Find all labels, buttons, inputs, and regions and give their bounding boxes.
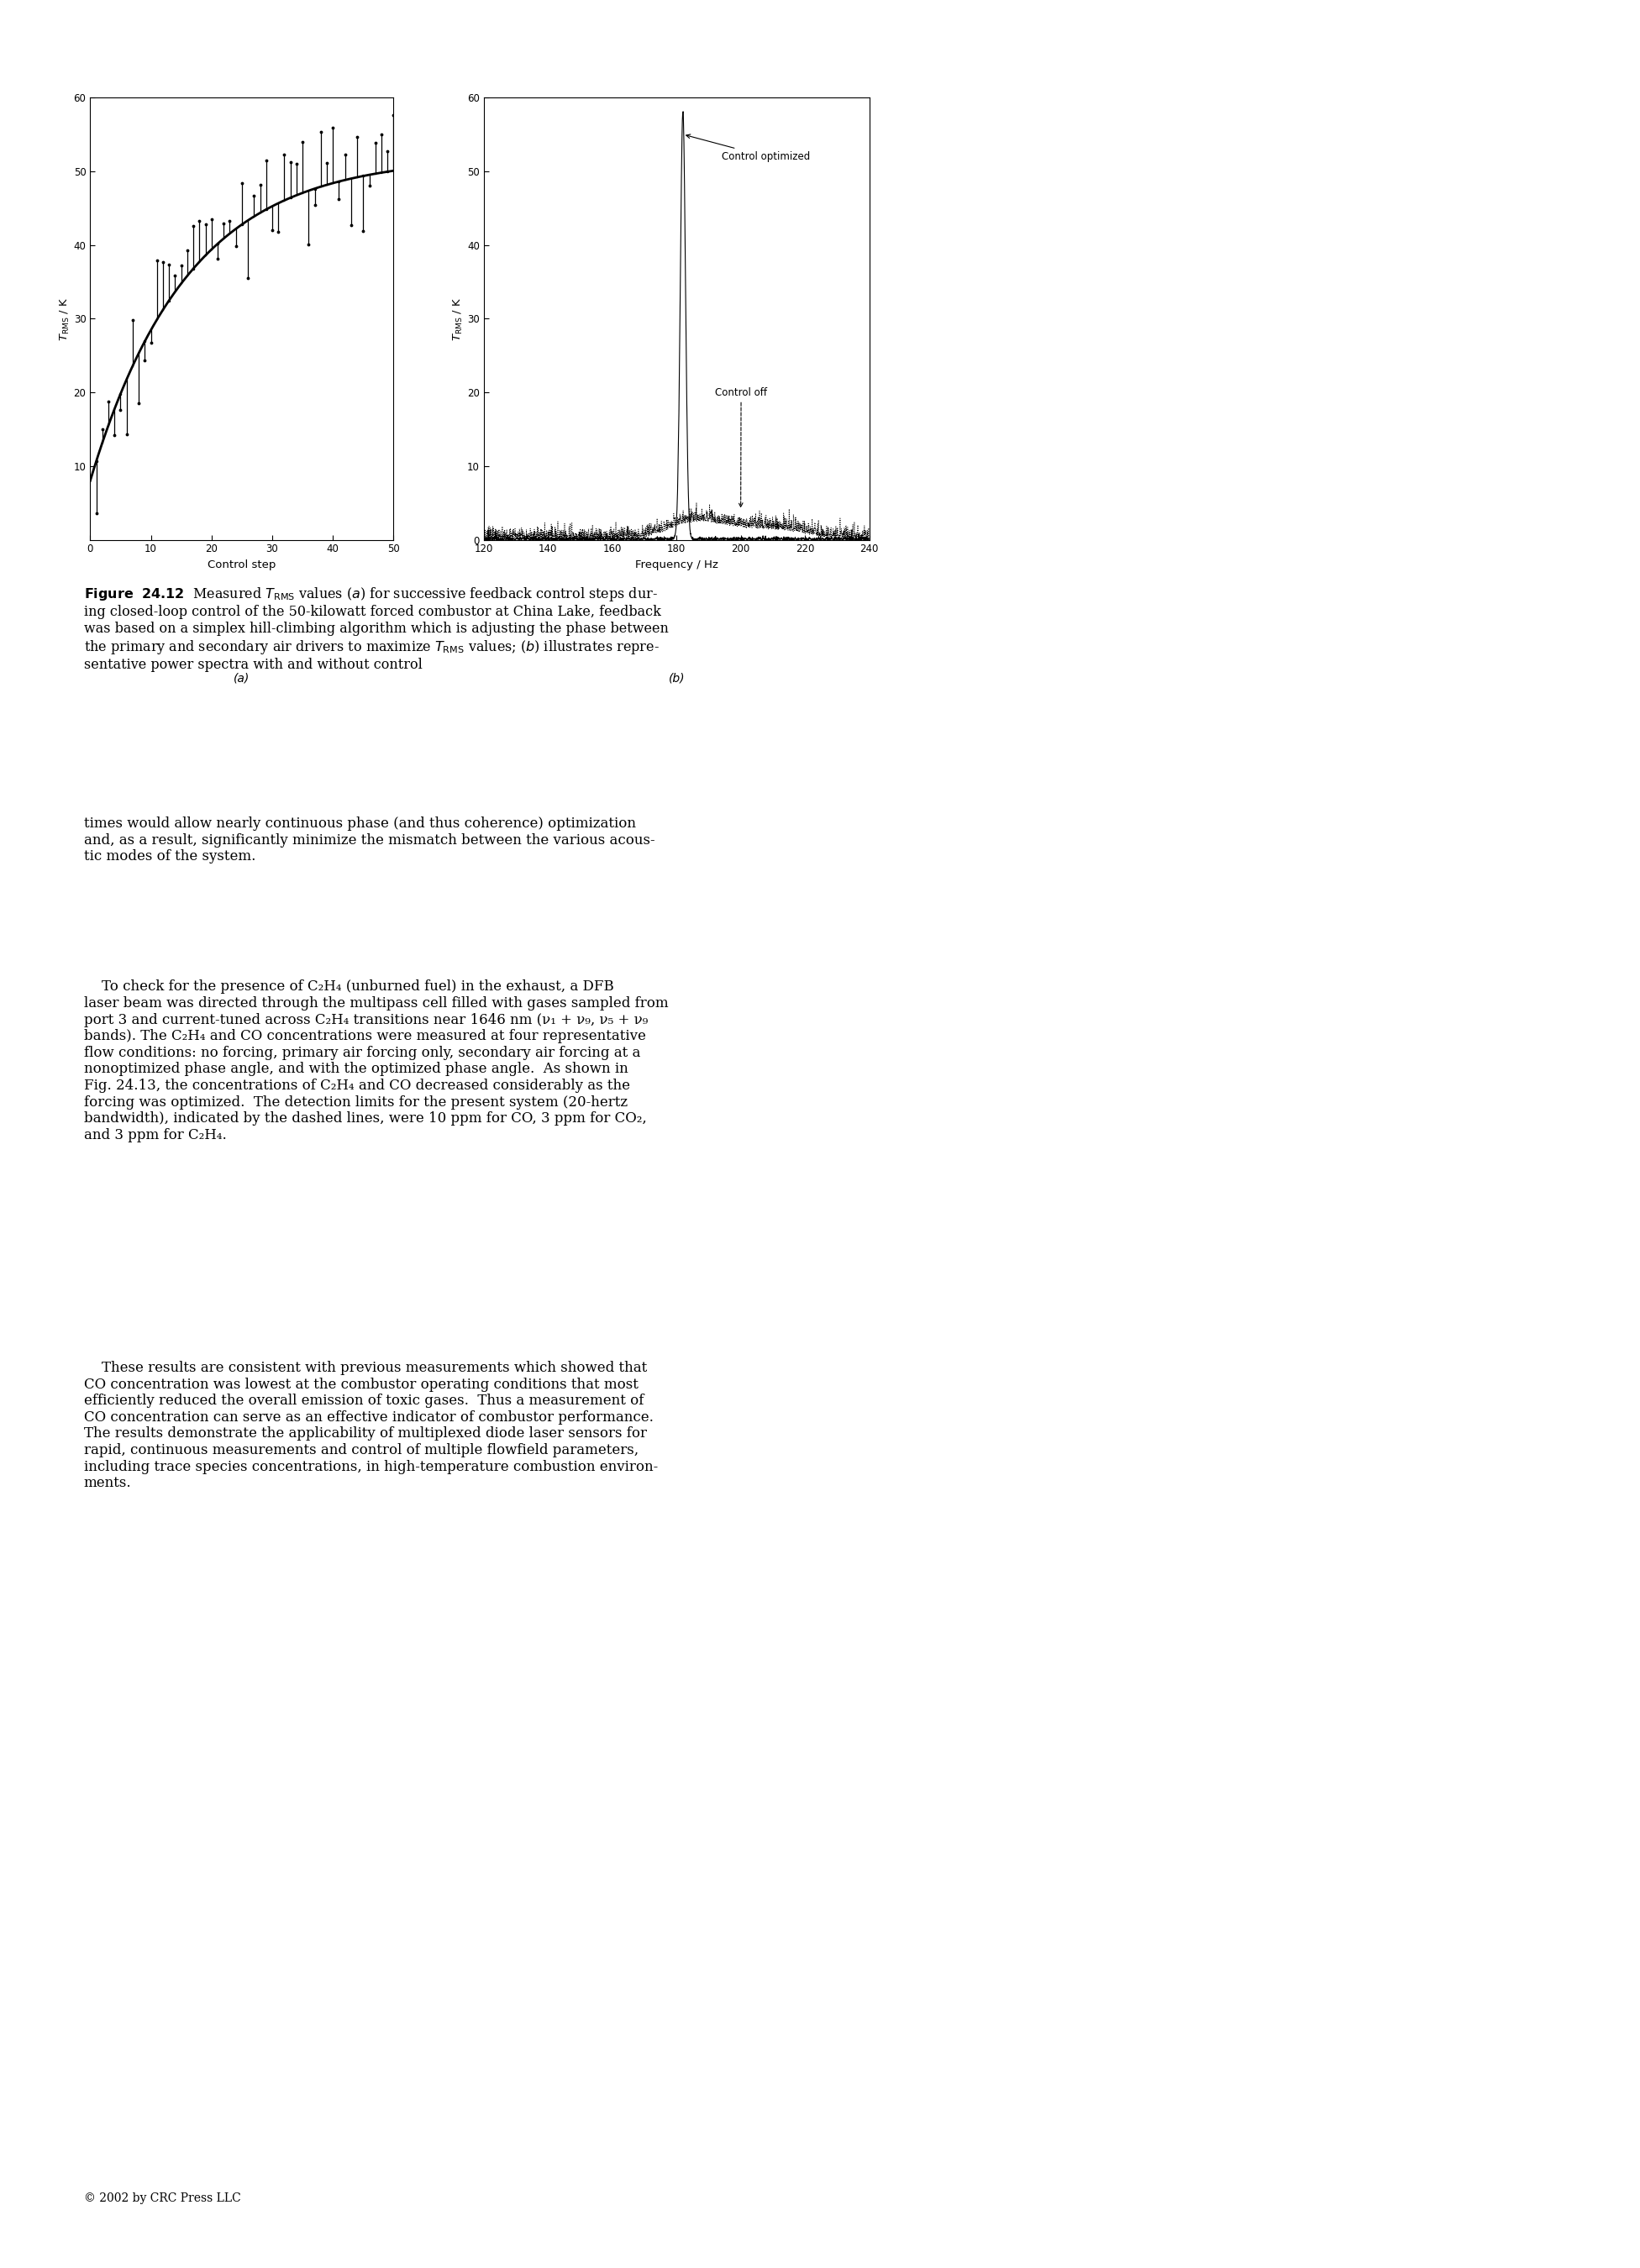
Text: times would allow nearly continuous phase (and thus coherence) optimization
and,: times would allow nearly continuous phas… [84,816,654,864]
Text: $\mathbf{Figure\ \ 24.12}$  Measured $T_{\rm RMS}$ values ($a$) for successive f: $\mathbf{Figure\ \ 24.12}$ Measured $T_{… [84,585,667,671]
Y-axis label: $T_{\rm RMS}$ / K: $T_{\rm RMS}$ / K [453,297,464,340]
Text: Control off: Control off [715,388,768,508]
Text: To check for the presence of C₂H₄ (unburned fuel) in the exhaust, a DFB
laser be: To check for the presence of C₂H₄ (unbur… [84,980,667,1143]
Text: © 2002 by CRC Press LLC: © 2002 by CRC Press LLC [84,2193,241,2204]
Text: Control optimized: Control optimized [686,134,810,161]
Text: (a): (a) [235,671,249,685]
Y-axis label: $T_{\rm RMS}$ / K: $T_{\rm RMS}$ / K [59,297,71,340]
X-axis label: Frequency / Hz: Frequency / Hz [635,560,718,569]
Text: (b): (b) [669,671,684,685]
Text: These results are consistent with previous measurements which showed that
CO con: These results are consistent with previo… [84,1361,658,1490]
X-axis label: Control step: Control step [208,560,276,569]
